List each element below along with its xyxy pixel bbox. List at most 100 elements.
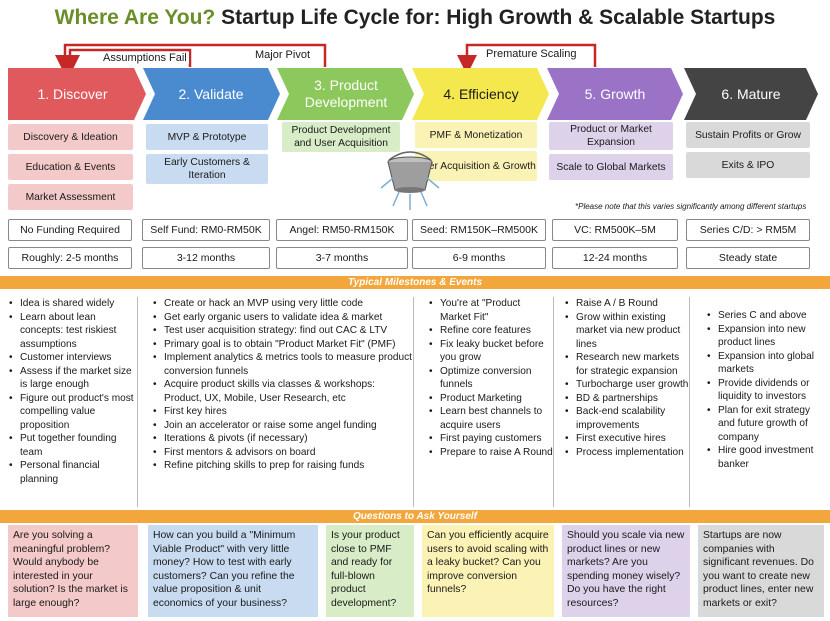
question-discover: Are you solving a meaningful problem? Wo… [8,525,138,617]
title-lead: Where Are You? [54,6,216,29]
activity-early-customers: Early Customers & Iteration [146,154,268,184]
milestone-item: Test user acquisition strategy: find out… [152,324,413,338]
stage-shape-product-development [277,68,414,120]
milestone-item: Expansion into global markets [706,350,826,377]
milestone-item: Figure out product's most compelling val… [8,392,137,433]
duration-growth: 12-24 months [552,247,678,269]
stage-validate: 2. Validate [178,85,244,102]
duration-efficiency: 6-9 months [412,247,546,269]
milestone-item: Refine pitching skills to prep for raisi… [152,459,413,473]
milestone-item: Create or hack an MVP using very little … [152,297,413,311]
milestone-item: Learn about lean concepts: test riskiest… [8,311,137,352]
stage-discover: 1. Discover [37,85,108,102]
activity-discovery-ideation: Discovery & Ideation [8,124,133,150]
funding-mature: Series C/D: > RM5M [686,219,810,241]
milestone-item: First mentors & advisors on board [152,446,413,460]
milestone-item: Research new markets for strategic expan… [564,351,689,378]
milestone-item: Series C and above [706,309,826,323]
funding-efficiency: Seed: RM150K–RM500K [412,219,546,241]
milestone-item: Primary goal is to obtain "Product Marke… [152,338,413,352]
duration-validate: 3-12 months [142,247,270,269]
question-validate: How can you build a "Minimum Viable Prod… [148,525,318,617]
activity-exits-ipo: Exits & IPO [686,152,810,178]
activity-pmf-monetization: PMF & Monetization [415,122,537,148]
milestone-item: Get early organic users to validate idea… [152,311,413,325]
activity-market-assessment: Market Assessment [8,184,133,210]
funding-discover: No Funding Required [8,219,132,241]
feedback-connectors [55,43,597,70]
funding-product-development: Angel: RM50-RM150K [276,219,408,241]
milestone-item: Back-end scalability improvements [564,405,689,432]
stage-mature: 6. Mature [721,85,781,102]
milestone-item: Hire good investment banker [706,444,826,471]
premature-scaling-arrow [457,43,597,70]
question-efficiency: Can you efficiently acquire users to avo… [422,525,554,617]
stage-growth: 5. Growth [584,85,646,102]
title-rest: Startup Life Cycle for: High Growth & Sc… [221,6,776,29]
premature-scaling-label: Premature Scaling [484,48,579,60]
milestone-item: Process implementation [564,446,689,460]
stage-shape-discover [8,68,146,120]
duration-mature: Steady state [686,247,810,269]
milestone-item: Put together founding team [8,432,137,459]
activity-product-market-expansion: Product or Market Expansion [549,122,673,150]
milestones-mature: Series C and aboveExpansion into new pro… [706,309,826,509]
milestone-item: Assess if the market size is large enoug… [8,365,137,392]
stage-shape-efficiency [412,68,549,120]
milestone-item: Refine core features [428,324,553,338]
duration-discover: Roughly: 2-5 months [8,247,132,269]
milestones-validate: Create or hack an MVP using very little … [152,297,414,507]
milestone-item: Personal financial planning [8,459,137,486]
milestone-item: Grow within existing market via new prod… [564,311,689,352]
milestones-discover: Idea is shared widelyLearn about lean co… [8,297,138,507]
stage-efficiency: 4. Efficiency [443,85,519,102]
variance-note: *Please note that this varies significan… [575,202,807,211]
milestone-item: Join an accelerator or raise some angel … [152,419,413,433]
milestone-item: First paying customers [428,432,553,446]
leaky-bucket-icon [380,151,440,210]
milestone-item: First executive hires [564,432,689,446]
activity-user-acquisition: User Acquisition & Growth [415,151,537,181]
funding-validate: Self Fund: RM0-RM50K [142,219,270,241]
question-growth: Should you scale via new product lines o… [562,525,690,617]
activity-sustain-profits: Sustain Profits or Grow [686,122,810,148]
milestone-item: BD & partnerships [564,392,689,406]
activity-mvp-prototype: MVP & Prototype [146,124,268,150]
milestone-item: Prepare to raise A Round [428,446,553,460]
milestones-header: Typical Milestones & Events [0,276,830,289]
milestone-item: Learn best channels to acquire users [428,405,553,432]
assumptions-fail-label: Assumptions Fail [101,52,189,64]
milestone-item: Expansion into new product lines [706,323,826,350]
milestone-item: Idea is shared widely [8,297,137,311]
milestone-item: Turbocharge user growth [564,378,689,392]
milestones-product-development: You're at "Product Market Fit"Refine cor… [428,297,554,507]
major-pivot-label: Major Pivot [253,49,313,61]
milestones-growth: Raise A / B RoundGrow within existing ma… [564,297,690,507]
stage-shape-growth [547,68,683,120]
question-mature: Startups are now companies with signific… [698,525,824,617]
milestone-item: Provide dividends or liquidity to invest… [706,377,826,404]
activity-education-events: Education & Events [8,154,133,180]
activity-scale-global: Scale to Global Markets [549,154,673,180]
milestone-item: Optimize conversion funnels [428,365,553,392]
stage-chevrons [8,68,818,120]
milestone-item: Implement analytics & metrics tools to m… [152,351,413,378]
questions-header: Questions to Ask Yourself [0,510,830,523]
milestone-item: First key hires [152,405,413,419]
milestone-item: Plan for exit strategy and future growth… [706,404,826,445]
question-product-development: Is your product close to PMF and ready f… [326,525,414,617]
milestone-item: Product Marketing [428,392,553,406]
stage-shape-mature [684,68,818,120]
page-title: Where Are You? Startup Life Cycle for: H… [0,6,830,30]
milestone-item: Iterations & pivots (if necessary) [152,432,413,446]
major-pivot-arrow [55,43,327,70]
funding-growth: VC: RM500K–5M [552,219,678,241]
stage-shape-validate [143,68,280,120]
milestone-item: Acquire product skills via classes & wor… [152,378,413,405]
milestone-item: You're at "Product Market Fit" [428,297,553,324]
milestone-item: Raise A / B Round [564,297,689,311]
milestone-item: Customer interviews [8,351,137,365]
milestone-item: Fix leaky bucket before you grow [428,338,553,365]
duration-product-development: 3-7 months [276,247,408,269]
stage-product-development: 3. Product Development [304,77,388,110]
